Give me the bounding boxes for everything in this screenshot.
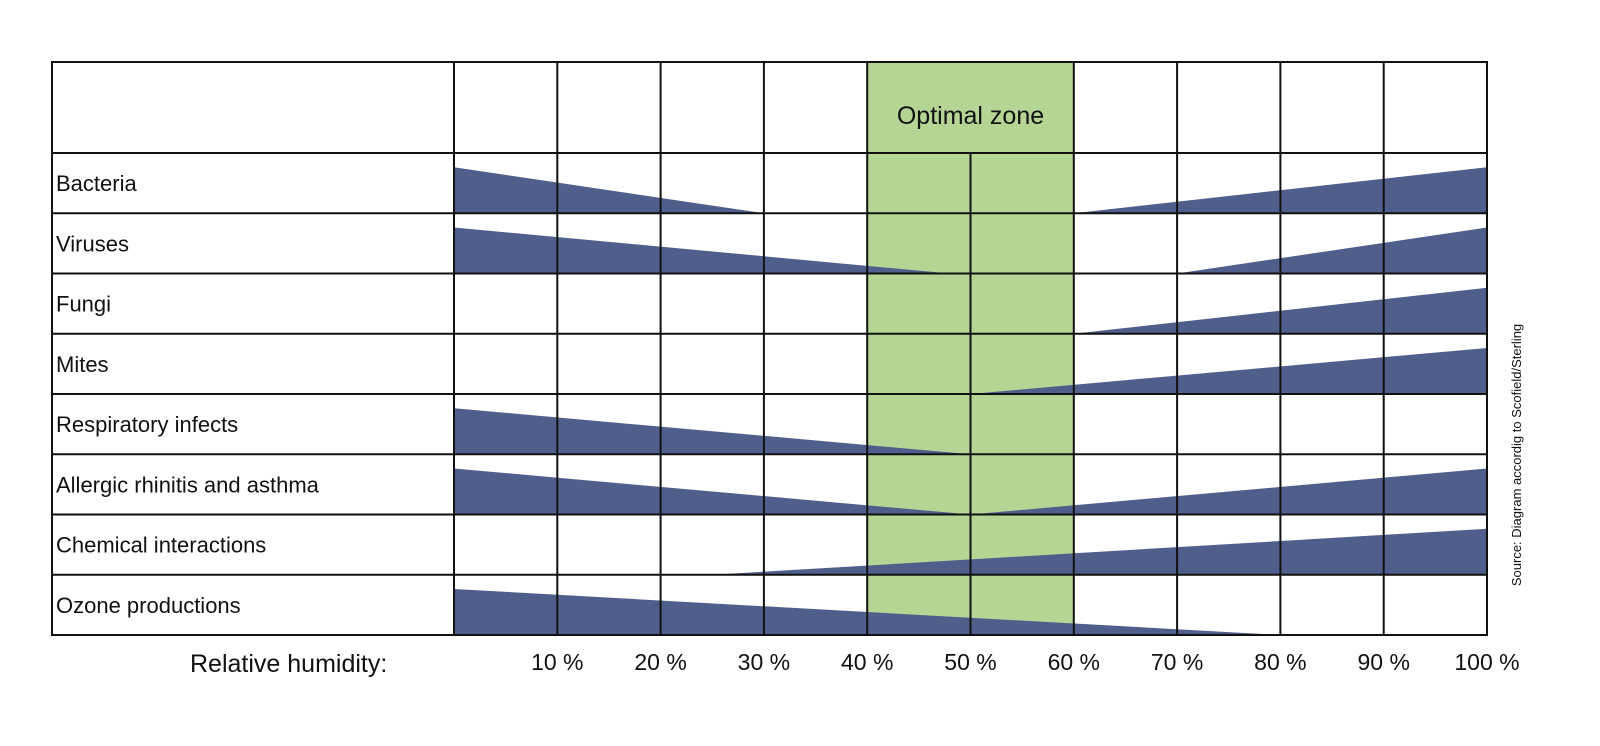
- wedge-chemical-interactions-0: [712, 528, 1487, 575]
- wedge-allergic-rhinitis-and-asthma-0: [454, 468, 971, 515]
- x-tick-label: 10 %: [531, 649, 583, 675]
- x-tick-label: 90 %: [1357, 649, 1409, 675]
- x-tick-label: 70 %: [1151, 649, 1203, 675]
- wedge-bacteria-0: [454, 167, 764, 214]
- x-tick-label: 20 %: [634, 649, 686, 675]
- category-label: Chemical interactions: [56, 533, 266, 558]
- x-tick-label: 60 %: [1048, 649, 1100, 675]
- grid-layer: [51, 61, 1488, 636]
- category-label: Ozone productions: [56, 593, 241, 618]
- wedge-viruses-1: [1177, 227, 1487, 274]
- x-tick-label: 100 %: [1454, 649, 1519, 675]
- category-label: Respiratory infects: [56, 412, 238, 437]
- optimal-zone-label: Optimal zone: [897, 102, 1044, 130]
- x-tick-label: 80 %: [1254, 649, 1306, 675]
- x-tick-label: 50 %: [944, 649, 996, 675]
- category-label: Mites: [56, 352, 109, 377]
- wedge-allergic-rhinitis-and-asthma-1: [970, 468, 1487, 515]
- wedge-respiratory-infects-0: [454, 408, 971, 455]
- labels-layer: Bacteria Viruses Fungi Mites Respiratory inf…: [56, 102, 1524, 678]
- category-label: Viruses: [56, 231, 129, 256]
- category-label: Bacteria: [56, 171, 137, 196]
- x-tick-label: 30 %: [738, 649, 790, 675]
- category-label: Fungi: [56, 292, 111, 317]
- x-axis-title: Relative humidity:: [190, 650, 387, 678]
- wedge-viruses-0: [454, 227, 950, 274]
- source-credit: Source: Diagram accordig to Scofield/Ste…: [1509, 324, 1524, 586]
- grid-border: [51, 61, 1488, 636]
- category-label: Allergic rhinitis and asthma: [56, 472, 320, 497]
- x-tick-label: 40 %: [841, 649, 893, 675]
- wedge-mites-0: [970, 348, 1487, 394]
